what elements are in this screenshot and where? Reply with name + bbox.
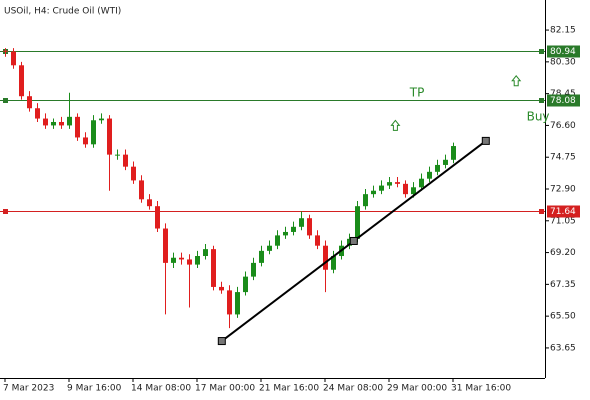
candle-body bbox=[315, 235, 320, 246]
candle-body bbox=[115, 154, 120, 156]
candle-body bbox=[219, 286, 224, 291]
candle-body bbox=[443, 159, 448, 165]
level-label-box bbox=[547, 94, 580, 107]
candle-body bbox=[163, 228, 168, 263]
y-tick-label: 67.35 bbox=[550, 280, 576, 290]
level-handle bbox=[539, 98, 544, 103]
candle-body bbox=[179, 257, 184, 260]
candle-body bbox=[27, 96, 32, 109]
trendline-handle bbox=[481, 136, 490, 145]
level-label-box bbox=[547, 45, 580, 58]
candle-body bbox=[203, 249, 208, 257]
x-tick-label: 9 Mar 16:00 bbox=[67, 384, 122, 394]
trendline-handle bbox=[349, 236, 358, 245]
y-tick-label: 76.60 bbox=[550, 121, 576, 131]
level-label-box bbox=[547, 205, 580, 218]
candle-body bbox=[155, 206, 160, 229]
candle-body bbox=[307, 218, 312, 236]
annotation: TP bbox=[409, 85, 425, 99]
chart-title: USOil, H4: Crude Oil (WTI) bbox=[4, 7, 121, 17]
y-tick-label: 78.45 bbox=[550, 89, 576, 99]
candle-body bbox=[403, 183, 408, 195]
candle-body bbox=[355, 206, 360, 239]
annotation: Buy bbox=[527, 109, 550, 123]
candle-body bbox=[363, 194, 368, 207]
candle-body bbox=[83, 137, 88, 145]
candle-body bbox=[19, 65, 24, 97]
level-handle bbox=[3, 98, 8, 103]
candle-body bbox=[139, 180, 144, 200]
candle-body bbox=[387, 182, 392, 186]
level-label: 80.94 bbox=[550, 47, 576, 57]
level-handle bbox=[539, 49, 544, 54]
candle-body bbox=[35, 108, 40, 119]
candle-body bbox=[435, 164, 440, 172]
trendline-handle bbox=[217, 337, 226, 346]
candle-body bbox=[59, 121, 64, 126]
x-tick-label: 14 Mar 08:00 bbox=[131, 384, 191, 394]
x-tick-label: 21 Mar 16:00 bbox=[259, 384, 319, 394]
candle-body bbox=[107, 118, 112, 155]
candle-body bbox=[171, 257, 176, 263]
candle-body bbox=[235, 292, 240, 315]
buy-arrow bbox=[511, 74, 522, 87]
y-tick-label: 65.50 bbox=[550, 312, 576, 322]
level-handle bbox=[539, 209, 544, 214]
candle-body bbox=[91, 120, 96, 145]
candle-body bbox=[267, 245, 272, 251]
candle-body bbox=[451, 146, 456, 160]
candle-body bbox=[131, 166, 136, 181]
y-tick-label: 69.20 bbox=[550, 248, 576, 258]
level-handle bbox=[3, 209, 8, 214]
candle-body bbox=[3, 50, 8, 52]
candle-body bbox=[411, 187, 416, 195]
candle-body bbox=[299, 218, 304, 227]
candle-body bbox=[67, 116, 72, 126]
candle-body bbox=[419, 178, 424, 188]
x-tick-label: 17 Mar 00:00 bbox=[195, 384, 255, 394]
candle-body bbox=[227, 290, 232, 315]
candle-body bbox=[11, 51, 16, 66]
candle-body bbox=[291, 226, 296, 232]
candle-body bbox=[251, 262, 256, 277]
y-tick-label: 63.65 bbox=[550, 343, 576, 353]
candle-body bbox=[243, 276, 248, 293]
y-tick-label: 80.30 bbox=[550, 57, 576, 67]
candle-body bbox=[427, 171, 432, 179]
candle-body bbox=[379, 185, 384, 191]
x-tick-label: 31 Mar 16:00 bbox=[451, 384, 511, 394]
candle-body bbox=[75, 116, 80, 138]
candle-body bbox=[371, 190, 376, 195]
candle-body bbox=[99, 118, 104, 121]
candle-body bbox=[51, 121, 56, 126]
y-tick-label: 82.15 bbox=[550, 26, 576, 36]
level-label: 78.08 bbox=[550, 96, 576, 106]
x-tick-label: 7 Mar 2023 bbox=[3, 384, 54, 394]
candle-body bbox=[147, 199, 152, 207]
buy-arrow bbox=[390, 119, 401, 131]
y-tick-label: 71.05 bbox=[550, 216, 576, 226]
candle-body bbox=[347, 238, 352, 246]
candle-body bbox=[123, 154, 128, 167]
y-tick-label: 72.90 bbox=[550, 185, 576, 195]
level-label: 71.64 bbox=[550, 207, 576, 217]
candle-body bbox=[395, 182, 400, 184]
candle-body bbox=[275, 235, 280, 246]
candle-body bbox=[331, 256, 336, 270]
candle-body bbox=[43, 118, 48, 126]
candle-body bbox=[259, 250, 264, 263]
x-tick-label: 24 Mar 08:00 bbox=[323, 384, 383, 394]
candle-body bbox=[211, 249, 216, 287]
candle-body bbox=[323, 245, 328, 270]
x-tick-label: 29 Mar 00:00 bbox=[387, 384, 447, 394]
candle-body bbox=[283, 231, 288, 236]
y-tick-label: 74.75 bbox=[550, 153, 576, 163]
candle-body bbox=[195, 256, 200, 265]
candle-body bbox=[187, 259, 192, 265]
